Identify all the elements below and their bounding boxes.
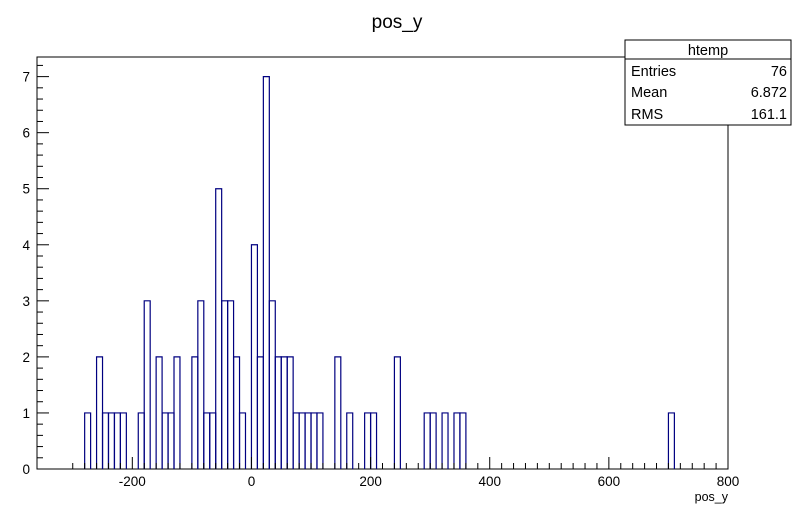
histogram-bin <box>369 412 378 469</box>
histogram-bin <box>334 356 342 469</box>
stats-rms-value: 161.1 <box>751 107 787 123</box>
y-tick-label: 4 <box>22 238 30 253</box>
stats-box-title: htemp <box>688 43 728 59</box>
stats-rms-label: RMS <box>631 107 663 123</box>
y-tick-label: 3 <box>22 294 30 309</box>
y-tick-label: 7 <box>22 70 30 85</box>
y-tick-label: 0 <box>22 462 30 477</box>
y-tick-label: 6 <box>22 126 30 141</box>
histogram-bin <box>238 412 247 469</box>
histogram-bin <box>441 412 449 469</box>
histogram-series <box>84 76 675 469</box>
chart-title: pos_y <box>372 12 423 33</box>
stats-mean-value: 6.872 <box>751 85 787 101</box>
y-tick-label: 5 <box>22 182 30 197</box>
x-axis-title: pos_y <box>695 490 729 504</box>
x-tick-label: 800 <box>717 474 740 489</box>
stats-entries-value: 76 <box>771 64 787 80</box>
histogram-bin <box>346 412 354 469</box>
histogram-bin <box>393 356 401 469</box>
y-axis: 0 1 2 3 4 5 6 7 <box>22 64 49 477</box>
stats-box: htemp Entries 76 Mean 6.872 RMS 161.1 <box>624 39 792 126</box>
histogram-bin <box>119 412 127 469</box>
histogram-bin <box>262 76 270 469</box>
histogram-bin <box>667 412 675 469</box>
histogram-bin <box>173 356 181 469</box>
histogram-bin <box>143 300 151 469</box>
x-tick-label: -200 <box>119 474 146 489</box>
x-tick-label: 400 <box>478 474 501 489</box>
histogram-bin <box>197 300 205 469</box>
stats-box-frame <box>624 39 792 126</box>
x-axis: -200 0 200 400 600 800 <box>72 457 740 489</box>
x-tick-label: 0 <box>248 474 256 489</box>
stats-mean-label: Mean <box>631 85 667 101</box>
x-tick-label: 200 <box>359 474 382 489</box>
x-tick-label: 600 <box>598 474 621 489</box>
histogram-bin <box>84 412 92 469</box>
y-tick-label: 1 <box>22 406 30 421</box>
y-tick-label: 2 <box>22 350 30 365</box>
histogram-bin <box>316 412 324 469</box>
stats-entries-label: Entries <box>631 64 676 80</box>
histogram-bin <box>459 412 467 469</box>
histogram-bin <box>429 412 437 469</box>
